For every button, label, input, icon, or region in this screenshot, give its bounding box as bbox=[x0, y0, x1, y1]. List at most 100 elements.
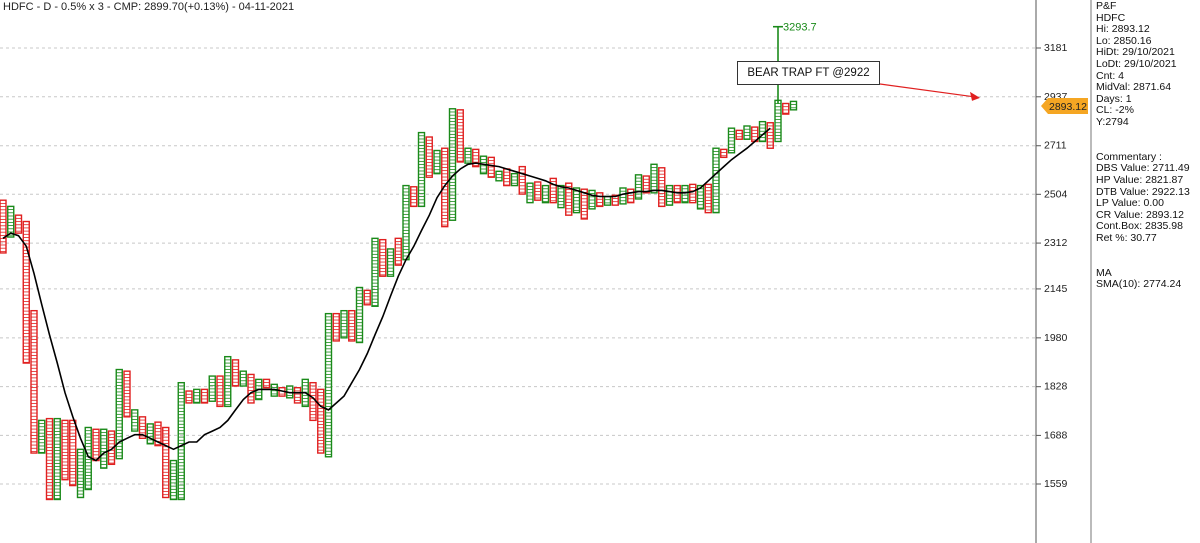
x-column bbox=[38, 419, 46, 454]
x-column bbox=[774, 99, 782, 143]
o-column bbox=[200, 388, 209, 404]
x-column bbox=[340, 309, 348, 339]
o-column bbox=[30, 309, 38, 454]
commentary-line: Cont.Box: 2835.98 bbox=[1096, 220, 1183, 233]
o-column bbox=[689, 183, 697, 204]
tick-label: 1688 bbox=[1044, 429, 1068, 441]
o-column bbox=[766, 122, 774, 149]
column-body bbox=[69, 419, 77, 487]
o-column bbox=[231, 359, 240, 387]
bear-trap-annotation: BEAR TRAP FT @2922 bbox=[737, 61, 880, 85]
column-body bbox=[735, 129, 743, 140]
o-column bbox=[45, 417, 54, 501]
column-body bbox=[355, 286, 364, 344]
o-column bbox=[565, 182, 573, 216]
o-column bbox=[185, 390, 193, 404]
tick-label: 2504 bbox=[1044, 188, 1068, 200]
o-column bbox=[123, 370, 131, 418]
info-line: HDFC bbox=[1096, 11, 1126, 24]
x-column bbox=[448, 108, 457, 221]
x-column bbox=[464, 147, 472, 164]
x-column bbox=[131, 409, 139, 432]
o-column bbox=[658, 167, 666, 208]
x-column bbox=[417, 131, 426, 208]
o-column bbox=[534, 181, 542, 201]
o-column bbox=[425, 136, 433, 178]
o-column bbox=[735, 129, 743, 140]
commentary-line: HP Value: 2821.87 bbox=[1096, 173, 1184, 186]
x-column bbox=[433, 149, 441, 175]
o-column bbox=[22, 220, 30, 364]
column-body bbox=[332, 312, 340, 342]
column-body bbox=[433, 149, 441, 175]
x-column bbox=[619, 187, 627, 205]
column-body bbox=[7, 205, 15, 238]
column-body bbox=[425, 136, 433, 178]
o-column bbox=[580, 188, 588, 220]
column-body bbox=[557, 184, 565, 209]
x-column bbox=[208, 375, 216, 402]
info-line: Cnt: 4 bbox=[1096, 69, 1125, 82]
column-body bbox=[572, 187, 581, 214]
tick-label: 2711 bbox=[1044, 140, 1067, 152]
o-column bbox=[363, 289, 371, 306]
column-body bbox=[53, 417, 61, 501]
info-line: CL: -2% bbox=[1096, 104, 1134, 117]
column-body bbox=[634, 174, 643, 200]
column-body bbox=[495, 170, 503, 182]
column-body bbox=[107, 430, 116, 466]
tick-label: 1559 bbox=[1044, 478, 1068, 490]
o-column bbox=[216, 375, 224, 408]
column-body bbox=[247, 373, 255, 404]
o-column bbox=[596, 192, 604, 208]
column-body bbox=[464, 147, 472, 164]
x-column bbox=[53, 417, 61, 501]
o-column bbox=[720, 148, 728, 159]
commentary-line: Commentary : bbox=[1096, 150, 1162, 163]
cmp-tag-label: 2893.12 bbox=[1049, 101, 1087, 113]
column-body bbox=[704, 183, 712, 214]
x-column bbox=[603, 195, 612, 206]
o-column bbox=[348, 309, 356, 342]
column-body bbox=[673, 184, 681, 204]
column-body bbox=[472, 148, 480, 168]
o-column bbox=[611, 194, 619, 206]
x-column bbox=[7, 205, 15, 238]
column-body bbox=[650, 163, 658, 194]
o-column bbox=[247, 373, 255, 404]
chart-title: HDFC - D - 0.5% x 3 - CMP: 2899.70(+0.13… bbox=[3, 1, 295, 13]
x-column bbox=[696, 184, 705, 210]
o-column bbox=[503, 168, 511, 187]
x-column bbox=[588, 189, 596, 210]
o-column bbox=[0, 199, 7, 254]
o-column bbox=[642, 175, 650, 194]
column-body bbox=[177, 381, 185, 501]
x-column bbox=[557, 184, 565, 209]
x-column bbox=[402, 184, 410, 261]
commentary-line: DTB Value: 2922.13 bbox=[1096, 185, 1190, 198]
x-column bbox=[681, 184, 689, 204]
column-body bbox=[782, 102, 790, 115]
info-panel: P&F HDFC Hi: 2893.12 Lo: 2850.16 HiDt: 2… bbox=[1096, 0, 1200, 291]
o-column bbox=[487, 156, 495, 178]
column-body bbox=[363, 289, 371, 306]
x-column bbox=[789, 100, 798, 111]
o-column bbox=[262, 378, 271, 389]
x-column bbox=[371, 237, 379, 307]
info-line: Days: 1 bbox=[1096, 92, 1132, 105]
o-column bbox=[61, 419, 69, 481]
column-body bbox=[518, 165, 526, 195]
o-column bbox=[456, 109, 464, 163]
column-body bbox=[580, 188, 588, 220]
column-body bbox=[371, 237, 379, 307]
column-body bbox=[138, 416, 147, 440]
column-body bbox=[216, 375, 224, 408]
x-column bbox=[239, 370, 247, 387]
o-column bbox=[92, 428, 100, 462]
x-column bbox=[224, 355, 232, 408]
o-column bbox=[317, 388, 325, 454]
x-column bbox=[355, 286, 364, 344]
o-column bbox=[162, 426, 170, 499]
column-body bbox=[541, 184, 550, 204]
